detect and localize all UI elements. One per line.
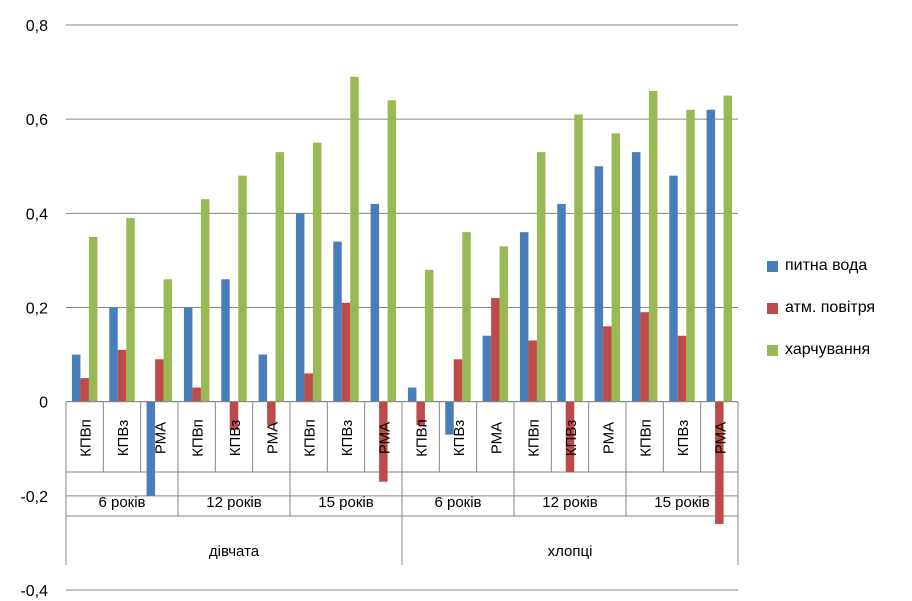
y-tick-label: -0,2 <box>20 489 48 506</box>
bar-2-8 <box>387 100 397 402</box>
legend-item-drinking-water: питна вода <box>767 256 875 276</box>
bar-0-3 <box>183 307 193 402</box>
category-label: КПВп <box>190 419 207 457</box>
bar-1-10 <box>453 359 463 402</box>
bar-0-0 <box>71 354 81 402</box>
legend-swatch-food <box>767 344 778 356</box>
bar-2-4 <box>238 175 247 402</box>
bar-0-4 <box>221 279 230 402</box>
category-label: РМА <box>152 422 169 454</box>
bar-0-2 <box>146 401 156 496</box>
y-tick-label: 0,6 <box>26 112 48 129</box>
bar-1-2 <box>155 359 164 402</box>
bar-2-13 <box>574 114 583 402</box>
age-label: 12 років <box>206 494 261 511</box>
bar-0-10 <box>445 401 454 435</box>
bar-0-7 <box>333 241 342 402</box>
bar-0-5 <box>258 354 268 402</box>
bar-1-13 <box>565 401 575 473</box>
age-label: 15 років <box>654 494 709 511</box>
bar-1-7 <box>341 302 351 402</box>
bar-1-3 <box>192 387 201 402</box>
bar-1-15 <box>640 312 649 402</box>
age-label: 12 років <box>542 494 597 511</box>
bar-0-16 <box>669 175 678 402</box>
bar-2-10 <box>462 232 471 402</box>
bar-1-0 <box>80 378 89 402</box>
category-label: КПВп <box>302 419 319 457</box>
legend-item-food: харчування <box>767 340 875 360</box>
y-tick-label: 0,2 <box>26 301 48 318</box>
bar-2-5 <box>275 152 285 402</box>
bar-2-7 <box>350 76 359 402</box>
bar-0-8 <box>370 203 380 402</box>
category-label: РМА <box>488 422 505 454</box>
bar-1-8 <box>379 401 388 482</box>
bar-2-9 <box>424 269 434 402</box>
bar-2-6 <box>312 142 322 402</box>
bar-1-9 <box>416 401 425 426</box>
bar-0-12 <box>519 232 529 402</box>
category-label: КПВп <box>414 419 431 457</box>
bar-1-6 <box>304 373 313 402</box>
category-label: КПВз <box>563 420 580 457</box>
bar-1-5 <box>267 401 276 426</box>
category-label: КПВз <box>675 420 692 457</box>
legend-swatch-drinking-water <box>767 260 778 272</box>
bar-2-12 <box>536 152 546 402</box>
category-label: КПВз <box>339 420 356 457</box>
bar-0-13 <box>557 203 566 402</box>
bar-2-14 <box>611 133 621 402</box>
bar-0-17 <box>706 109 716 402</box>
bar-0-15 <box>631 152 641 402</box>
category-label: КПВз <box>115 420 132 457</box>
age-label: 15 років <box>318 494 373 511</box>
legend-label-food: харчування <box>785 341 871 358</box>
category-label: КПВп <box>638 419 655 457</box>
legend-label-air: атм. повітря <box>785 299 876 316</box>
y-tick-label: -0,4 <box>20 583 48 600</box>
y-tick-label: 0,8 <box>26 18 48 35</box>
bar-1-4 <box>229 401 239 430</box>
category-label: РМА <box>712 422 729 454</box>
category-label: РМА <box>264 422 281 454</box>
bar-1-14 <box>603 326 612 402</box>
bar-2-1 <box>126 218 135 402</box>
category-label: РМА <box>600 422 617 454</box>
bar-0-1 <box>109 307 118 402</box>
bar-1-1 <box>117 349 127 402</box>
age-label: 6 років <box>434 494 481 511</box>
bar-2-16 <box>686 109 695 402</box>
bar-1-12 <box>528 340 537 402</box>
legend: питна вода атм. повітря харчування <box>767 256 875 382</box>
legend-item-air: атм. повітря <box>767 298 875 318</box>
category-label: КПВз <box>451 420 468 457</box>
age-label: 6 років <box>98 494 145 511</box>
y-tick-label: 0,4 <box>26 206 48 223</box>
bar-1-11 <box>491 298 500 402</box>
bar-1-17 <box>715 401 724 525</box>
category-label: КПВп <box>78 419 95 457</box>
bar-0-6 <box>295 213 305 402</box>
legend-swatch-air <box>767 302 778 314</box>
bar-0-14 <box>594 166 604 402</box>
bar-2-17 <box>723 95 733 402</box>
legend-label-drinking-water: питна вода <box>785 257 868 274</box>
category-label: КПВз <box>227 420 244 457</box>
bar-1-16 <box>677 335 687 402</box>
bar-2-15 <box>648 90 658 402</box>
bar-0-11 <box>482 335 492 402</box>
bar-2-11 <box>499 246 509 402</box>
group-label: дівчата <box>209 543 260 560</box>
category-label: КПВп <box>526 419 543 457</box>
bar-2-0 <box>88 236 98 402</box>
bar-2-3 <box>200 199 210 402</box>
bar-2-2 <box>163 279 173 402</box>
y-tick-label: 0 <box>39 395 48 412</box>
group-label: хлопці <box>548 543 593 560</box>
category-label: РМА <box>376 422 393 454</box>
bar-0-9 <box>407 387 417 402</box>
